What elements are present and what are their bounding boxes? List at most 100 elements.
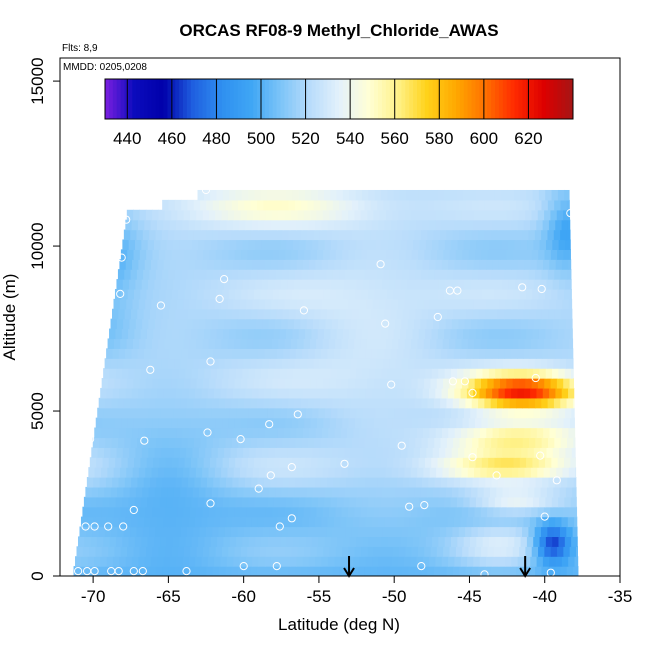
field-cell <box>242 239 250 250</box>
field-cell <box>160 407 168 419</box>
field-cell <box>342 328 350 340</box>
field-cell <box>441 387 449 399</box>
field-cell <box>492 259 500 270</box>
y-tick-label: 10000 <box>28 222 47 269</box>
field-cell <box>191 239 199 250</box>
colorbar-swatch <box>140 79 145 119</box>
field-cell <box>509 397 517 409</box>
field-cell <box>458 358 466 369</box>
field-cell <box>471 229 479 241</box>
field-cell <box>437 417 445 429</box>
field-cell <box>496 526 504 538</box>
field-cell <box>261 239 269 250</box>
field-cell <box>170 338 178 349</box>
field-cell <box>135 407 143 419</box>
field-cell <box>316 378 324 389</box>
field-cell <box>271 467 279 478</box>
field-cell <box>418 189 426 201</box>
field-cell <box>187 199 195 211</box>
field-cell <box>521 358 529 369</box>
field-cell <box>145 378 153 389</box>
plot-frame <box>59 57 621 577</box>
field-cell <box>471 566 479 576</box>
field-cell <box>507 536 515 547</box>
field-cell <box>444 328 452 340</box>
field-cell <box>241 249 248 260</box>
field-cell <box>498 259 506 270</box>
field-cell <box>441 556 449 567</box>
field-cell <box>233 556 241 567</box>
field-cell <box>396 348 404 359</box>
field-cell <box>323 189 331 201</box>
field-cell <box>367 288 375 300</box>
field-cell <box>175 308 183 320</box>
field-cell <box>213 516 221 528</box>
field-cell <box>312 407 320 419</box>
colorbar-swatch <box>561 79 566 119</box>
colorbar-swatch <box>350 79 356 119</box>
field-cell <box>199 229 207 241</box>
field-cell <box>98 486 105 498</box>
field-cell <box>137 348 145 359</box>
field-cell <box>276 516 284 528</box>
field-cell <box>471 526 479 538</box>
field-cell <box>494 189 502 201</box>
field-cell <box>468 546 476 557</box>
field-cell <box>484 566 492 576</box>
colorbar-swatch <box>436 79 441 119</box>
field-cell <box>490 358 498 369</box>
field-cell <box>455 338 463 349</box>
field-cell <box>293 447 301 458</box>
field-cell <box>272 417 280 429</box>
field-cell <box>476 239 484 250</box>
field-cell <box>271 427 279 439</box>
field-cell <box>430 378 438 389</box>
field-cell <box>445 318 453 330</box>
sample-point <box>129 505 138 515</box>
field-cell <box>555 556 563 567</box>
field-cell <box>557 457 565 468</box>
field-cell <box>533 239 541 250</box>
field-cell <box>118 437 125 448</box>
field-cell <box>160 447 168 458</box>
field-cell <box>334 467 342 478</box>
field-cell <box>409 308 417 320</box>
field-cell <box>189 506 197 518</box>
field-cell <box>544 288 552 300</box>
field-cell <box>241 457 249 468</box>
field-cell <box>444 407 452 419</box>
field-cell <box>195 387 202 399</box>
field-cell <box>317 189 325 201</box>
field-cell <box>171 288 179 300</box>
field-cell <box>182 219 190 231</box>
colorbar-swatch <box>179 79 184 119</box>
field-cell <box>359 348 366 359</box>
field-cell <box>462 288 470 300</box>
field-cell <box>253 546 261 557</box>
field-cell <box>443 546 451 557</box>
field-cell <box>152 209 160 221</box>
field-cell <box>340 387 348 399</box>
field-cell <box>463 496 471 508</box>
field-cell <box>320 199 328 211</box>
field-cell <box>364 199 372 211</box>
field-cell <box>117 566 125 576</box>
field-cell <box>444 368 452 379</box>
field-cell <box>137 308 145 320</box>
field-cell <box>275 199 283 211</box>
field-cell <box>372 427 380 439</box>
field-cell <box>547 526 555 538</box>
field-cell <box>282 308 290 320</box>
field-cell <box>536 348 543 359</box>
field-cell <box>92 437 100 448</box>
field-cell <box>530 298 538 310</box>
field-cell <box>318 447 326 458</box>
field-cell <box>146 249 154 260</box>
field-cell <box>458 229 466 241</box>
field-cell <box>444 189 452 201</box>
field-cell <box>105 437 113 448</box>
field-cell <box>291 506 298 518</box>
field-cell <box>564 536 572 547</box>
field-cell <box>349 457 356 468</box>
colorbar-swatch <box>171 79 176 119</box>
